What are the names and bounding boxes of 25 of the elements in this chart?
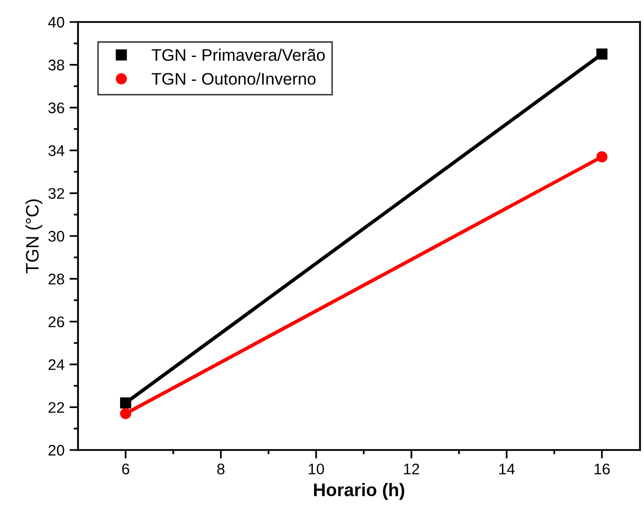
x-tick-label: 10 xyxy=(308,464,324,474)
y-tick-label: 38 xyxy=(48,60,64,70)
x-tick-label: 14 xyxy=(499,464,515,474)
y-axis-title: TGN (°C) xyxy=(25,199,42,274)
point xyxy=(120,408,132,420)
x-axis-title: Horario (h) xyxy=(314,482,404,500)
x-tick-label: 16 xyxy=(594,464,610,474)
y-tick-label: 36 xyxy=(48,102,64,114)
y-tick-label: 30 xyxy=(48,230,64,242)
y-tick-label: 26 xyxy=(48,316,64,328)
y-tick-label: 34 xyxy=(48,145,64,156)
x-tick-label: 12 xyxy=(404,464,420,474)
y-tick-label: 22 xyxy=(48,402,64,413)
y-tick-label: 24 xyxy=(48,359,64,370)
x-tick-label: 6 xyxy=(122,464,130,474)
y-tick-label: 40 xyxy=(48,16,64,28)
y-tick-label: 20 xyxy=(48,444,64,456)
legend-label: TGN - Outono/Inverno xyxy=(152,72,316,85)
y-tick-label: 32 xyxy=(48,188,64,199)
point xyxy=(596,48,608,60)
point xyxy=(120,397,132,408)
legend-label: TGN - Primavera/Verão xyxy=(152,48,325,61)
y-tick-label: 28 xyxy=(48,274,64,284)
point xyxy=(596,151,608,162)
x-tick-label: 8 xyxy=(217,464,224,474)
